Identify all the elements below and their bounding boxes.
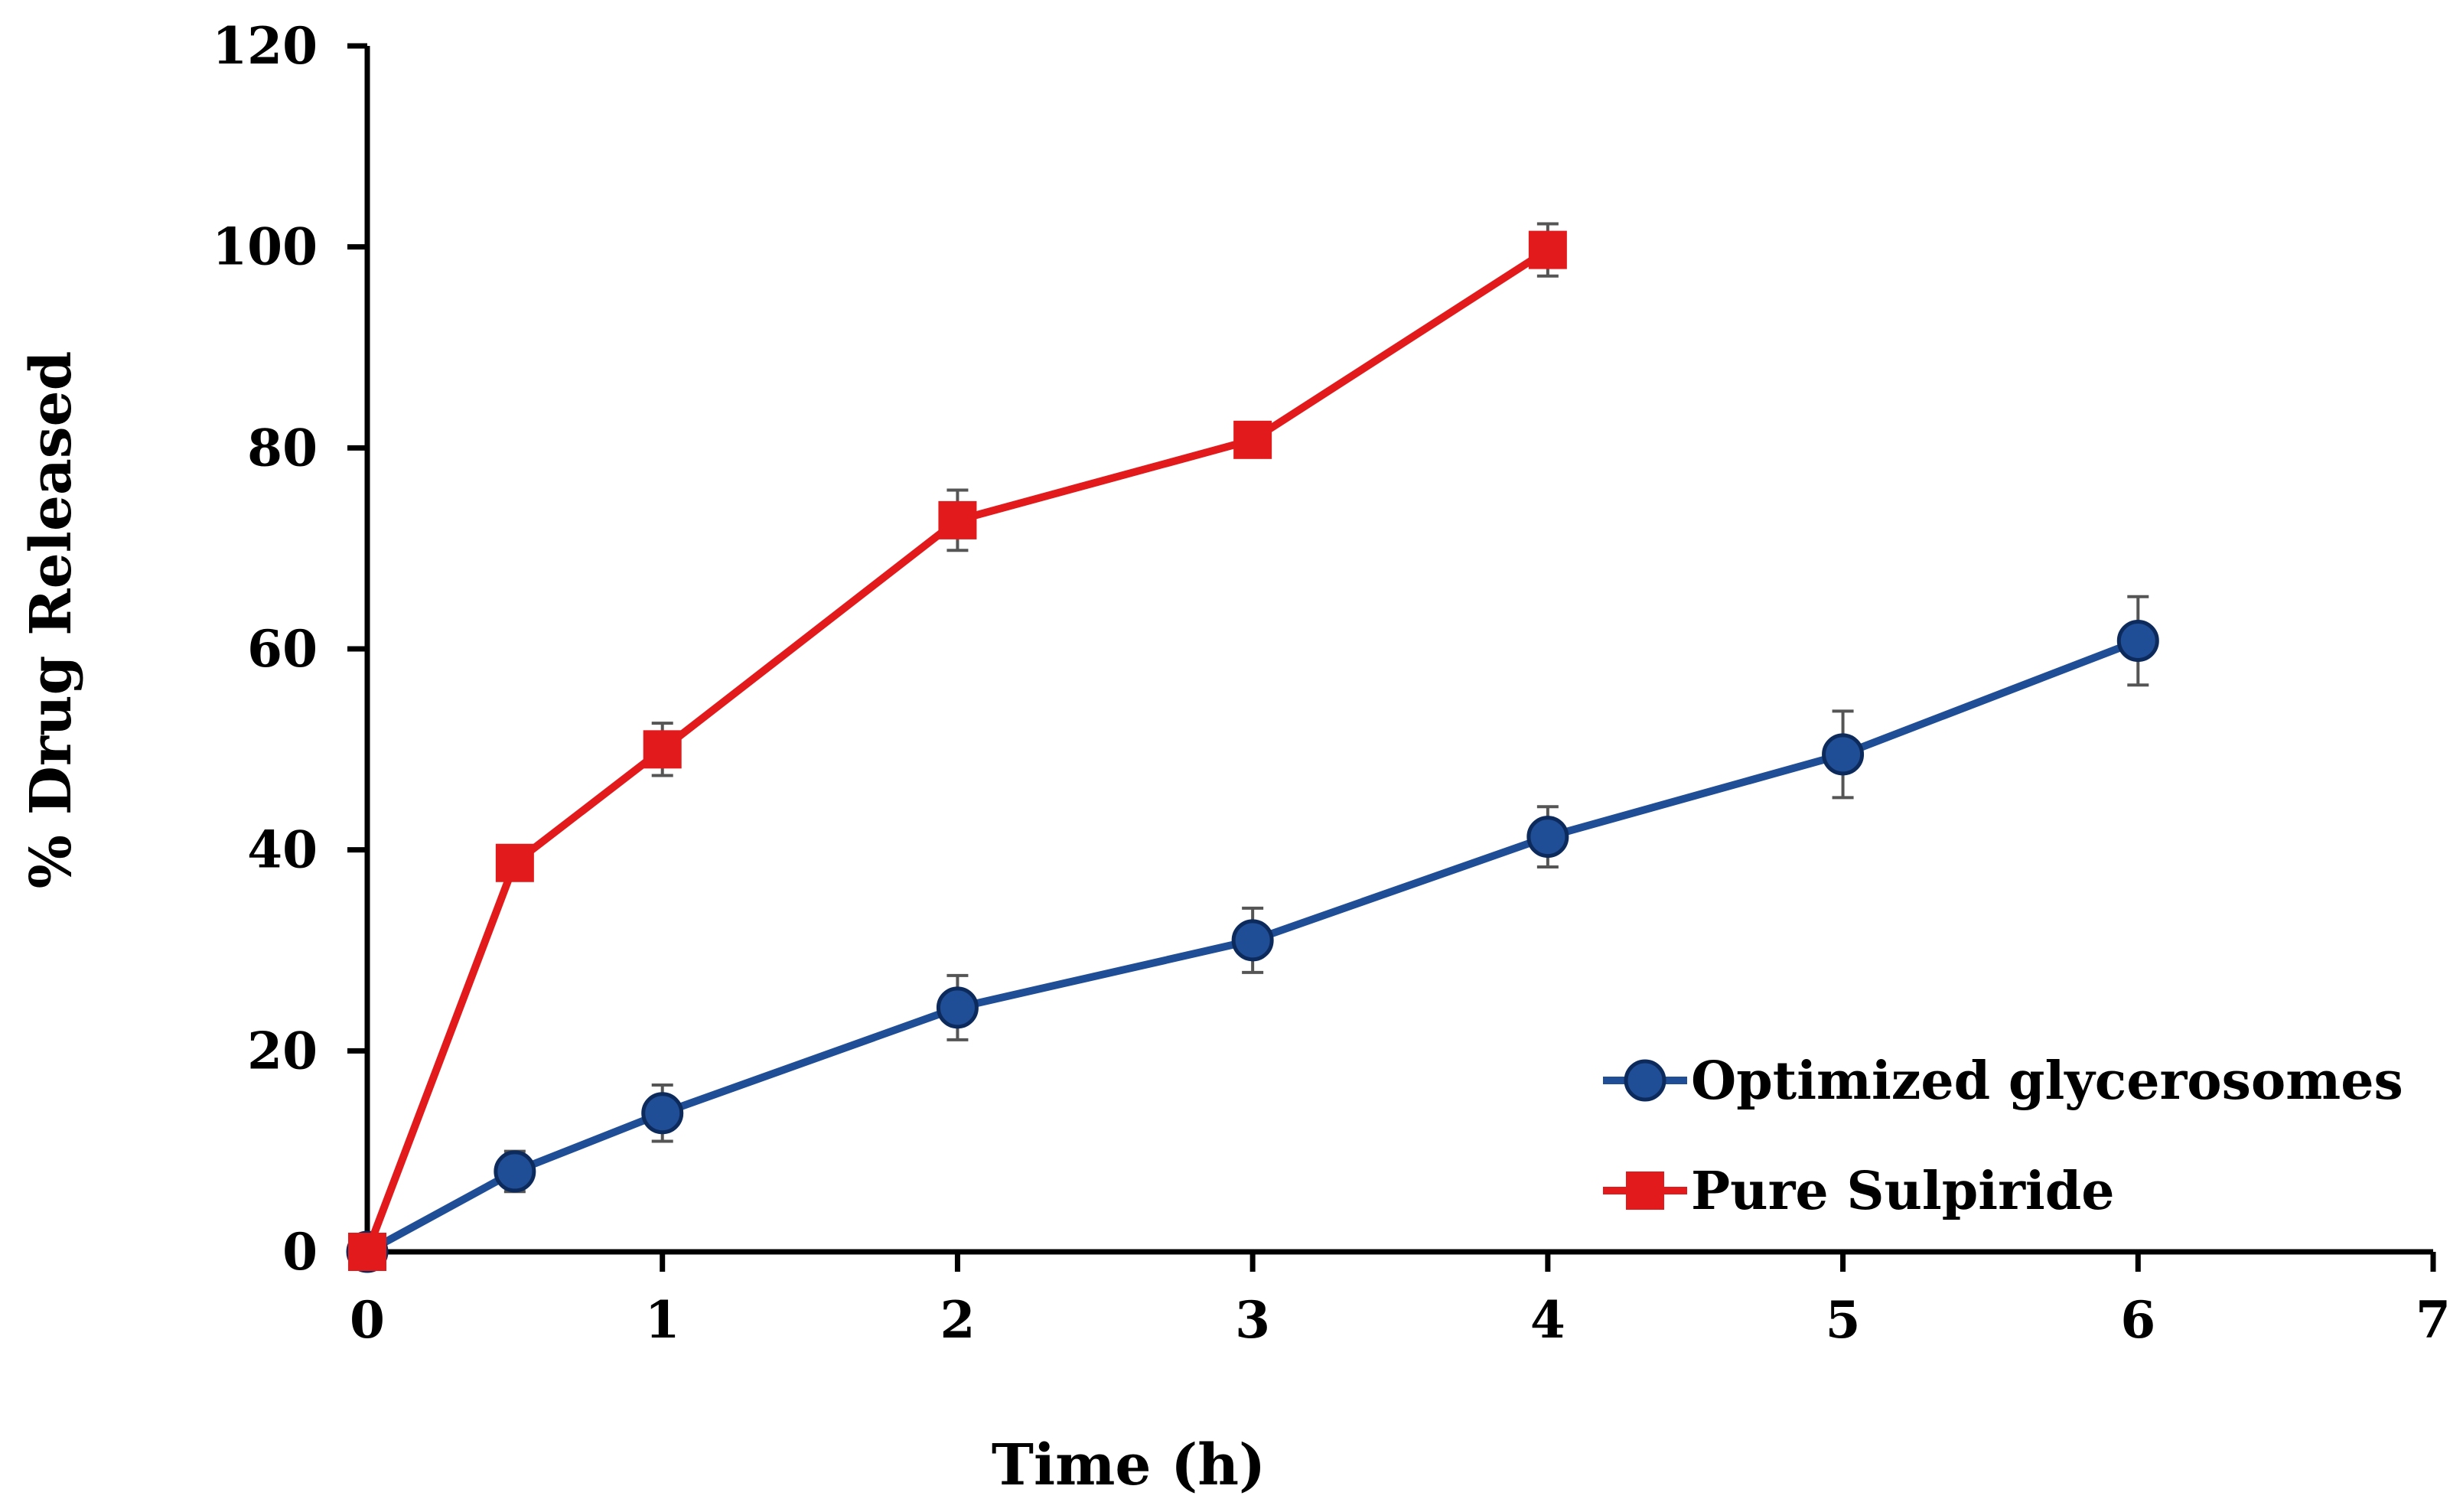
legend-marker bbox=[1624, 1059, 1666, 1102]
data-point bbox=[1233, 420, 1272, 459]
legend-label: Pure Sulpiride bbox=[1691, 1161, 2115, 1222]
data-point bbox=[348, 1233, 386, 1271]
data-point bbox=[643, 730, 682, 769]
data-point bbox=[936, 986, 979, 1029]
x-tick-label: 0 bbox=[350, 1290, 385, 1350]
x-tick-label: 7 bbox=[2416, 1290, 2451, 1350]
data-point bbox=[1231, 919, 1274, 962]
y-tick-label: 100 bbox=[212, 217, 318, 277]
data-point bbox=[2116, 619, 2159, 662]
legend-marker bbox=[1626, 1171, 1664, 1210]
legend: Optimized glycerosomes Pure Sulpiride bbox=[1603, 1051, 2403, 1222]
data-point bbox=[494, 1150, 536, 1193]
series-1 bbox=[346, 595, 2159, 1273]
legend-label: Optimized glycerosomes bbox=[1691, 1051, 2403, 1112]
x-tick-label: 6 bbox=[2120, 1290, 2155, 1350]
data-point bbox=[938, 500, 977, 539]
x-tick-label: 2 bbox=[940, 1290, 975, 1350]
series-2 bbox=[348, 222, 1567, 1271]
y-axis-title: % Drug Released bbox=[18, 351, 84, 889]
y-tick-label: 0 bbox=[282, 1222, 318, 1282]
y-tick-label: 20 bbox=[247, 1021, 318, 1080]
y-tick-label: 120 bbox=[212, 16, 318, 76]
legend-item-1: Optimized glycerosomes bbox=[1603, 1051, 2403, 1112]
series-layer bbox=[346, 222, 2159, 1273]
data-point bbox=[641, 1092, 684, 1135]
data-point bbox=[1528, 230, 1567, 269]
legend-item-2: Pure Sulpiride bbox=[1603, 1161, 2115, 1222]
data-point bbox=[1526, 816, 1569, 859]
x-tick-label: 1 bbox=[645, 1290, 680, 1350]
x-tick-label: 4 bbox=[1530, 1290, 1565, 1350]
axes: 0 1 2 3 4 5 6 7 0 20 40 60 80 100 120 bbox=[212, 16, 2451, 1350]
data-point bbox=[1822, 733, 1865, 776]
series-line bbox=[363, 246, 1550, 1253]
y-tick-label: 80 bbox=[247, 418, 318, 477]
series-line bbox=[365, 637, 2140, 1256]
x-tick-label: 5 bbox=[1826, 1290, 1861, 1350]
y-tick-label: 40 bbox=[247, 820, 318, 880]
y-tick-label: 60 bbox=[247, 619, 318, 679]
x-axis-title: Time (h) bbox=[992, 1432, 1266, 1498]
x-tick-label: 3 bbox=[1235, 1290, 1270, 1350]
data-point bbox=[495, 843, 534, 882]
